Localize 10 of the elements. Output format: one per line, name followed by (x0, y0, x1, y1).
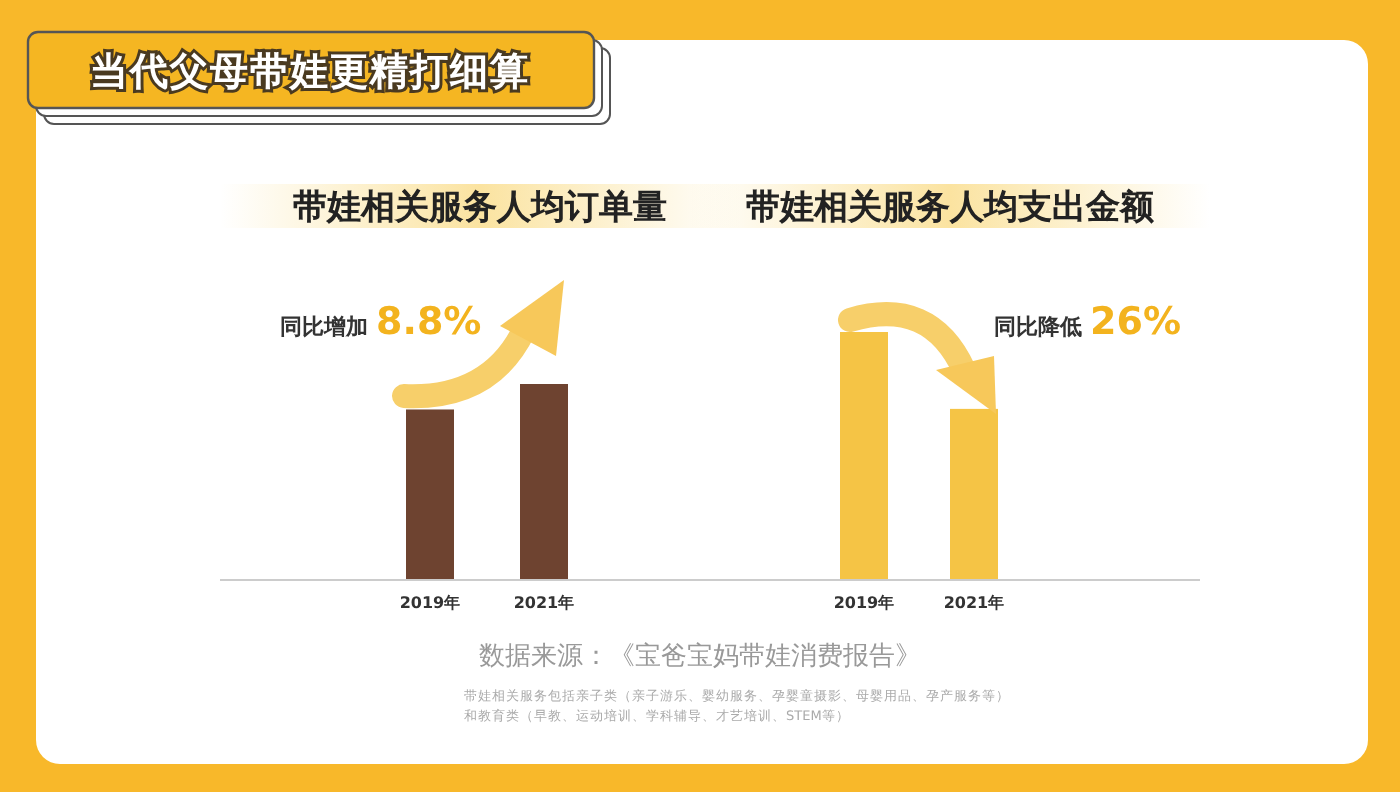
x-tick-label: 2019年 (833, 594, 895, 612)
text: 当代父母带娃更精打细算 (90, 50, 530, 94)
source-note: 数据来源：《宝爸宝妈带娃消费报告》 (479, 640, 921, 672)
text: 同比增加 8.8% (280, 300, 482, 344)
chart-title: 带娃相关服务人均订单量 (293, 188, 667, 228)
x-tick-label: 2021年 (943, 594, 1005, 612)
x-tick-label: 2019年 (399, 594, 461, 612)
annotation: 同比降低 26% (994, 300, 1181, 344)
x-tick-label: 2021年 (513, 594, 575, 612)
chart-title: 带娃相关服务人均支出金额 (746, 188, 1156, 228)
